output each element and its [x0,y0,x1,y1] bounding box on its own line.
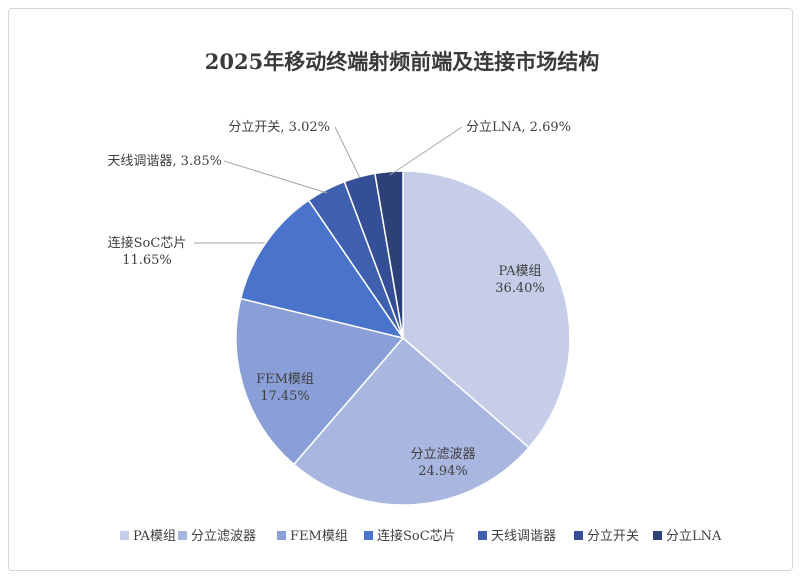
data-label: 36.40% [495,281,545,296]
legend: PA模组 分立滤波器 FEM模组 连接SoC芯片 天线调谐器 分立开关 分立LNA [120,528,722,544]
data-label: 分立滤波器 [410,447,475,462]
data-label: 17.45% [260,389,310,404]
pie-slice [292,336,531,506]
pie-slice [374,170,404,339]
data-labels: PA模组 36.40% 分立滤波器 24.94% FEM模组 17.45% 连接SoC芯片 1… [107,120,571,479]
data-label: 24.94% [418,464,468,479]
pie-slices [235,170,571,506]
data-label: PA模组 [499,264,542,279]
data-label: 11.65% [122,253,172,268]
legend-swatch [574,531,583,540]
legend-label: 分立滤波器 [191,529,256,544]
legend-label: 分立开关 [587,529,639,544]
data-label: 连接SoC芯片 [108,235,187,251]
legend-swatch [478,531,487,540]
legend-swatch [277,531,286,540]
legend-swatch [653,531,662,540]
data-label: 分立LNA, 2.69% [466,120,571,135]
leader-line [334,126,361,179]
data-label: 天线调谐器, 3.85% [107,154,222,169]
legend-label: FEM模组 [290,529,348,544]
legend-swatch [364,531,373,540]
legend-swatch [178,531,187,540]
pie-slice [239,199,405,340]
data-label: FEM模组 [256,372,314,387]
legend-swatch [120,531,129,540]
data-label: 分立开关, 3.02% [228,120,330,135]
leader-line [389,126,463,176]
leader-lines [194,126,463,244]
chart-title: 2025年移动终端射频前端及连接市场结构 [205,49,599,74]
legend-label: 分立LNA [666,529,722,544]
legend-label: PA模组 [133,529,176,544]
legend-label: 连接SoC芯片 [377,528,456,544]
pie-slice [235,297,405,466]
leader-line [223,160,328,194]
legend-label: 天线调谐器 [491,529,556,544]
pie-slice [402,170,571,449]
